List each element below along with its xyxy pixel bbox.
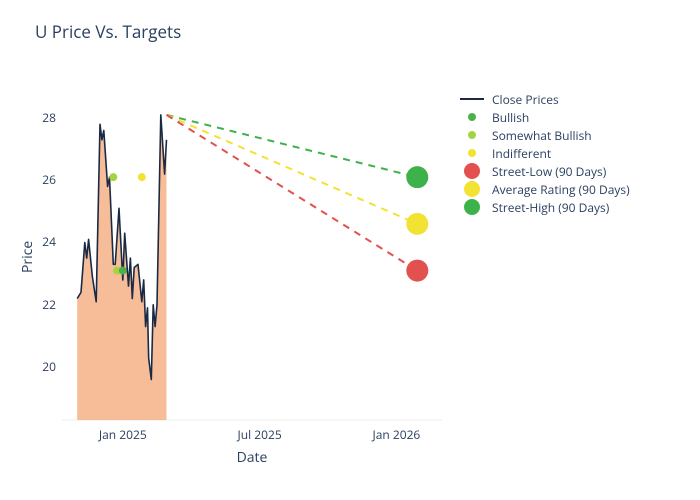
legend-swatch bbox=[458, 163, 486, 179]
target-marker bbox=[406, 166, 428, 188]
y-tick: 26 bbox=[42, 171, 56, 188]
legend-swatch bbox=[458, 109, 486, 125]
legend: Close PricesBullishSomewhat BullishIndif… bbox=[458, 90, 630, 216]
y-tick: 20 bbox=[42, 358, 56, 375]
rating-dot bbox=[138, 173, 146, 181]
plot-area bbox=[62, 90, 442, 420]
legend-swatch bbox=[458, 127, 486, 143]
y-tick: 22 bbox=[42, 296, 56, 313]
legend-item[interactable]: Close Prices bbox=[458, 90, 630, 108]
legend-item[interactable]: Bullish bbox=[458, 108, 630, 126]
x-tick: Jan 2025 bbox=[99, 426, 147, 443]
target-line bbox=[167, 115, 418, 224]
legend-label: Average Rating (90 Days) bbox=[492, 181, 630, 198]
target-marker bbox=[406, 213, 428, 235]
x-axis-label: Date bbox=[237, 448, 268, 467]
rating-dot bbox=[109, 173, 117, 181]
rating-dot bbox=[119, 267, 127, 275]
chart-container: { "title": { "text": "U Price Vs. Target… bbox=[0, 0, 700, 500]
x-tick: Jul 2025 bbox=[238, 426, 282, 443]
legend-label: Indifferent bbox=[492, 145, 551, 162]
legend-item[interactable]: Street-High (90 Days) bbox=[458, 198, 630, 216]
legend-item[interactable]: Average Rating (90 Days) bbox=[458, 180, 630, 198]
legend-label: Bullish bbox=[492, 109, 529, 126]
legend-label: Street-High (90 Days) bbox=[492, 199, 609, 216]
legend-label: Street-Low (90 Days) bbox=[492, 163, 606, 180]
legend-item[interactable]: Somewhat Bullish bbox=[458, 126, 630, 144]
legend-swatch bbox=[458, 145, 486, 161]
target-marker bbox=[406, 260, 428, 282]
legend-item[interactable]: Indifferent bbox=[458, 144, 630, 162]
x-tick: Jan 2026 bbox=[372, 426, 420, 443]
target-line bbox=[167, 115, 418, 271]
legend-label: Close Prices bbox=[492, 91, 559, 108]
target-line bbox=[167, 115, 418, 177]
legend-swatch bbox=[458, 181, 486, 197]
y-tick: 24 bbox=[42, 233, 56, 250]
legend-item[interactable]: Street-Low (90 Days) bbox=[458, 162, 630, 180]
chart-title: U Price Vs. Targets bbox=[35, 20, 181, 43]
y-tick: 28 bbox=[42, 109, 56, 126]
legend-swatch bbox=[458, 91, 486, 107]
legend-label: Somewhat Bullish bbox=[492, 127, 592, 144]
y-axis-label: Price bbox=[18, 241, 37, 273]
legend-swatch bbox=[458, 199, 486, 215]
